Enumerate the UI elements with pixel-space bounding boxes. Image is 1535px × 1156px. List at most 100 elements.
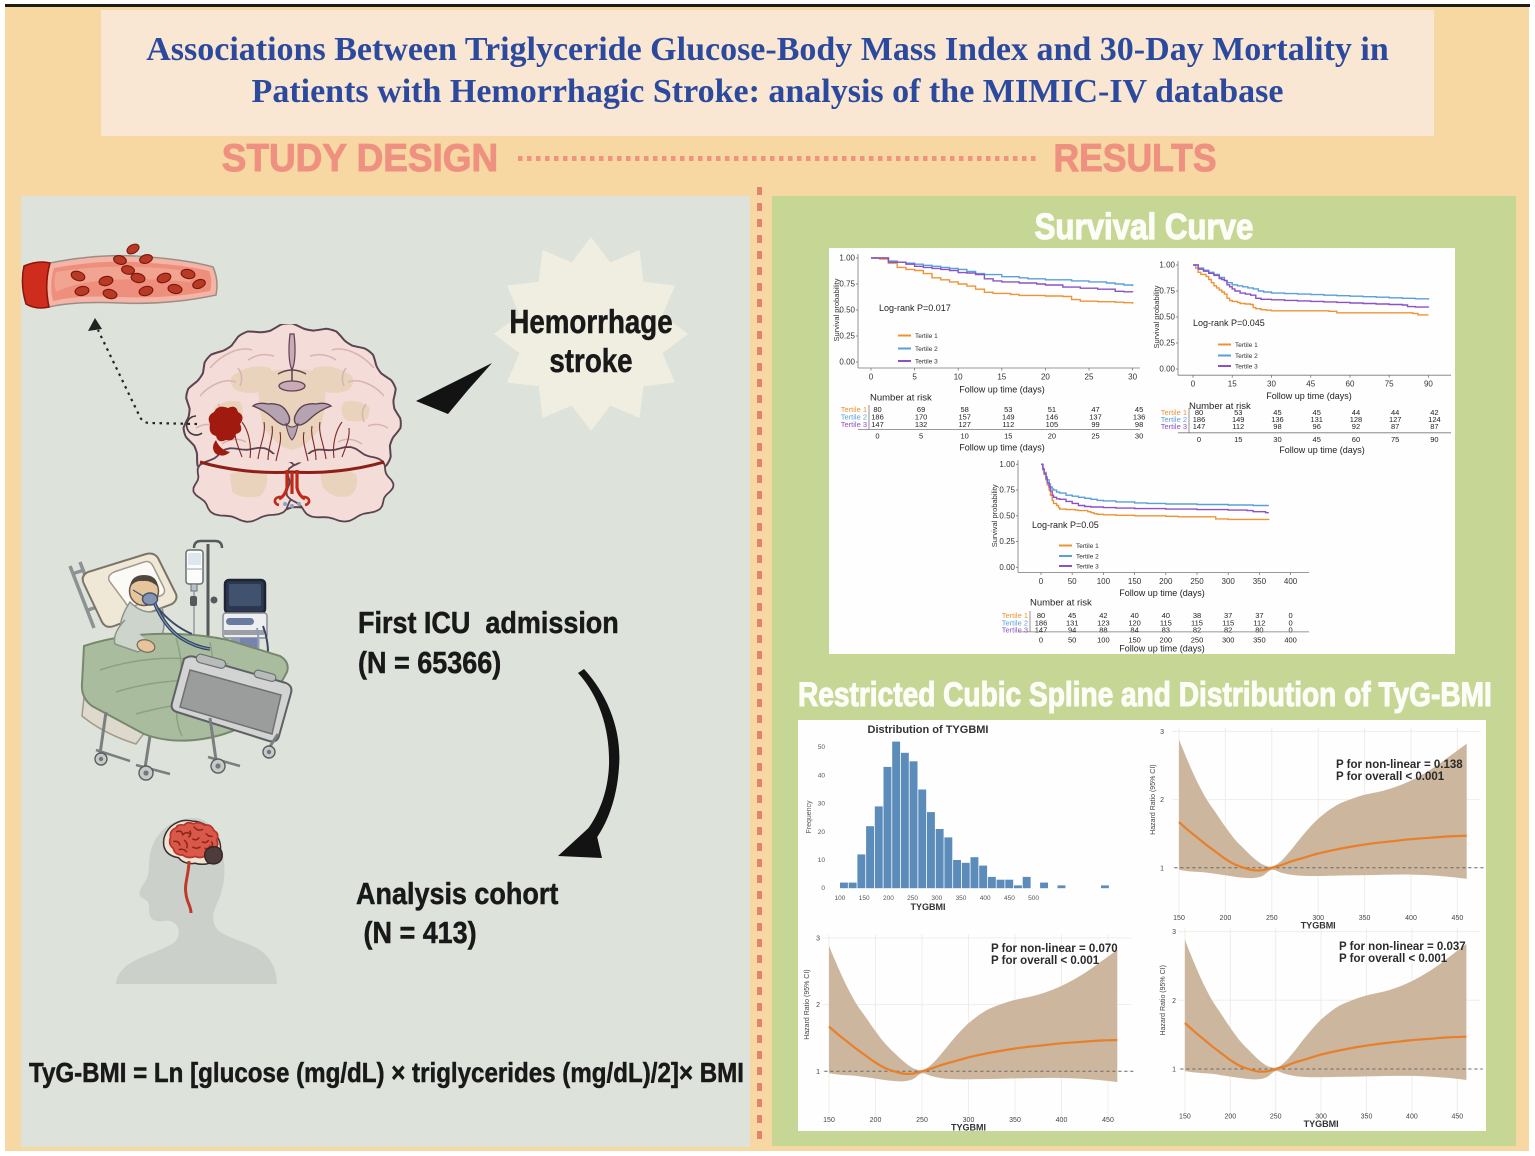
svg-text:170: 170 <box>915 413 928 422</box>
svg-text:136: 136 <box>1133 413 1146 422</box>
svg-text:Tertile 2: Tertile 2 <box>915 346 938 353</box>
svg-text:Survival probability: Survival probability <box>990 484 999 547</box>
svg-text:250: 250 <box>1270 1114 1282 1121</box>
svg-text:Follow up time (days): Follow up time (days) <box>1266 391 1352 401</box>
svg-text:30: 30 <box>1273 435 1281 444</box>
svg-text:Tertile 3: Tertile 3 <box>841 420 867 429</box>
svg-text:69: 69 <box>917 405 925 414</box>
svg-text:115: 115 <box>1160 619 1172 628</box>
svg-text:38: 38 <box>1193 611 1201 620</box>
svg-text:400: 400 <box>1405 915 1417 922</box>
svg-text:150: 150 <box>1128 577 1142 586</box>
svg-text:15: 15 <box>1228 380 1237 389</box>
svg-text:186: 186 <box>871 413 884 422</box>
svg-text:Follow up time (days): Follow up time (days) <box>1119 644 1205 654</box>
svg-text:TYGBMI: TYGBMI <box>1301 921 1336 931</box>
svg-text:5: 5 <box>912 373 917 382</box>
svg-text:400: 400 <box>1406 1114 1418 1121</box>
svg-text:60: 60 <box>1346 380 1355 389</box>
svg-text:15: 15 <box>1234 435 1242 444</box>
svg-text:Survival probability: Survival probability <box>832 278 841 341</box>
svg-text:87: 87 <box>1430 422 1438 431</box>
svg-text:TYGBMI: TYGBMI <box>1304 1119 1339 1129</box>
svg-text:0.50: 0.50 <box>1159 313 1175 322</box>
svg-text:84: 84 <box>1130 626 1138 635</box>
svg-text:300: 300 <box>1222 577 1236 586</box>
svg-text:250: 250 <box>1191 635 1204 644</box>
svg-text:50: 50 <box>1068 577 1077 586</box>
svg-text:450: 450 <box>1004 895 1015 902</box>
svg-text:100: 100 <box>1097 635 1110 644</box>
svg-text:350: 350 <box>1253 577 1267 586</box>
svg-text:124: 124 <box>1428 415 1441 424</box>
svg-text:200: 200 <box>1159 577 1173 586</box>
svg-text:47: 47 <box>1091 405 1099 414</box>
svg-text:Follow up time (days): Follow up time (days) <box>959 385 1045 395</box>
svg-text:10: 10 <box>818 857 826 864</box>
svg-text:400: 400 <box>1284 635 1297 644</box>
svg-text:0: 0 <box>1191 380 1196 389</box>
svg-text:44: 44 <box>1352 408 1360 417</box>
svg-text:75: 75 <box>1391 435 1399 444</box>
svg-text:128: 128 <box>1350 415 1363 424</box>
svg-text:350: 350 <box>1361 1114 1373 1121</box>
svg-text:45: 45 <box>1313 435 1321 444</box>
svg-text:115: 115 <box>1222 619 1234 628</box>
svg-text:0: 0 <box>869 373 874 382</box>
svg-text:40: 40 <box>1130 611 1138 620</box>
svg-text:300: 300 <box>931 895 942 902</box>
svg-text:150: 150 <box>823 1117 835 1124</box>
svg-text:96: 96 <box>1313 422 1321 431</box>
svg-text:Hazard Ratio (95% CI): Hazard Ratio (95% CI) <box>1150 764 1157 834</box>
svg-text:131: 131 <box>1310 415 1323 424</box>
svg-text:51: 51 <box>1048 405 1056 414</box>
svg-text:0.75: 0.75 <box>1159 287 1175 296</box>
svg-text:80: 80 <box>1255 626 1263 635</box>
svg-text:80: 80 <box>873 405 881 414</box>
svg-text:Log-rank P=0.045: Log-rank P=0.045 <box>1193 318 1265 328</box>
svg-text:Follow up time (days): Follow up time (days) <box>1279 445 1365 455</box>
svg-text:450: 450 <box>1452 915 1464 922</box>
svg-text:37: 37 <box>1255 611 1263 620</box>
svg-text:350: 350 <box>1253 635 1266 644</box>
svg-text:80: 80 <box>1195 408 1203 417</box>
svg-text:0.00: 0.00 <box>1159 365 1175 374</box>
svg-text:0: 0 <box>1289 619 1293 628</box>
svg-text:45: 45 <box>1135 405 1143 414</box>
svg-text:127: 127 <box>1389 415 1402 424</box>
svg-text:157: 157 <box>958 413 971 422</box>
svg-text:15: 15 <box>1004 432 1012 441</box>
svg-text:450: 450 <box>1102 1117 1114 1124</box>
svg-text:82: 82 <box>1224 626 1232 635</box>
svg-text:149: 149 <box>1002 413 1015 422</box>
svg-text:127: 127 <box>958 420 971 429</box>
svg-text:99: 99 <box>1091 420 1099 429</box>
svg-text:20: 20 <box>1048 432 1056 441</box>
svg-text:1.00: 1.00 <box>1159 261 1175 270</box>
svg-text:2: 2 <box>1172 998 1176 1005</box>
svg-text:40: 40 <box>1162 611 1170 620</box>
svg-text:1: 1 <box>816 1069 820 1076</box>
svg-text:450: 450 <box>1451 1114 1463 1121</box>
svg-text:92: 92 <box>1352 422 1360 431</box>
svg-text:83: 83 <box>1162 626 1170 635</box>
svg-text:186: 186 <box>1035 619 1048 628</box>
svg-text:45: 45 <box>1273 408 1281 417</box>
svg-text:44: 44 <box>1391 408 1399 417</box>
svg-text:40: 40 <box>818 772 826 779</box>
svg-text:147: 147 <box>1035 626 1048 635</box>
svg-text:112: 112 <box>1232 422 1244 431</box>
svg-text:0: 0 <box>1039 635 1043 644</box>
svg-text:TYGBMI: TYGBMI <box>911 902 946 912</box>
svg-text:250: 250 <box>1266 915 1278 922</box>
svg-text:0.50: 0.50 <box>999 511 1015 520</box>
svg-text:105: 105 <box>1046 420 1059 429</box>
svg-text:Tertile 2: Tertile 2 <box>1161 415 1187 424</box>
svg-text:P for non-linear = 0.037: P for non-linear = 0.037 <box>1339 941 1466 953</box>
svg-text:88: 88 <box>1099 626 1107 635</box>
svg-text:400: 400 <box>980 895 991 902</box>
svg-text:120: 120 <box>1128 619 1141 628</box>
svg-text:Number at risk: Number at risk <box>1189 401 1251 412</box>
svg-text:100: 100 <box>835 895 846 902</box>
svg-text:Distribution of TYGBMI: Distribution of TYGBMI <box>868 724 989 736</box>
